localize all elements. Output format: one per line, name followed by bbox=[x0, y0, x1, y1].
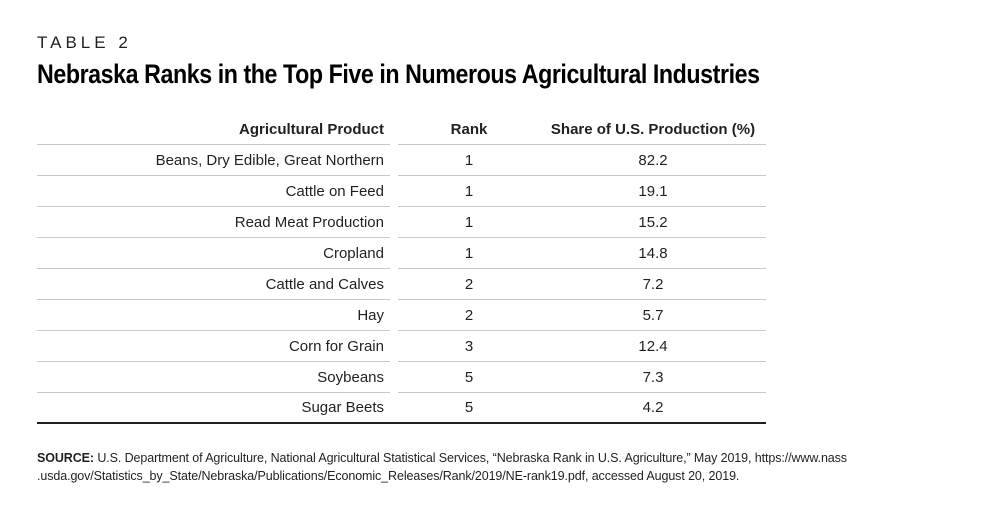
row-right-group: 3 12.4 bbox=[398, 331, 766, 362]
row-right-group: 5 7.3 bbox=[398, 362, 766, 393]
cell-product: Cattle on Feed bbox=[37, 176, 390, 207]
header-right-group: Rank Share of U.S. Production (%) bbox=[398, 115, 766, 145]
table-row: Cattle and Calves 2 7.2 bbox=[37, 269, 766, 300]
cell-share: 19.1 bbox=[638, 182, 668, 200]
table-row: Read Meat Production 1 15.2 bbox=[37, 207, 766, 238]
table-row: Hay 2 5.7 bbox=[37, 300, 766, 331]
cell-rank: 1 bbox=[464, 151, 474, 169]
cell-product: Beans, Dry Edible, Great Northern bbox=[37, 145, 390, 176]
cell-share: 7.2 bbox=[642, 275, 664, 293]
cell-rank: 2 bbox=[464, 275, 474, 293]
row-right-group: 2 7.2 bbox=[398, 269, 766, 300]
source-note: SOURCE: U.S. Department of Agriculture, … bbox=[37, 449, 963, 485]
cell-product: Cropland bbox=[37, 238, 390, 269]
table-row: Cropland 1 14.8 bbox=[37, 238, 766, 269]
cell-share: 12.4 bbox=[638, 337, 668, 355]
column-header-product: Agricultural Product bbox=[37, 115, 390, 145]
cell-rank: 1 bbox=[464, 182, 474, 200]
cell-share: 82.2 bbox=[638, 151, 668, 169]
cell-product: Sugar Beets bbox=[301, 399, 384, 416]
cell-rank: 1 bbox=[464, 213, 474, 231]
cell-rank: 3 bbox=[464, 337, 474, 355]
cell-share: 4.2 bbox=[642, 399, 664, 416]
source-line-2: .usda.gov/Statistics_by_State/Nebraska/P… bbox=[37, 469, 740, 483]
cell-product: Read Meat Production bbox=[37, 207, 390, 238]
table-row: Corn for Grain 3 12.4 bbox=[37, 331, 766, 362]
cell-product: Cattle and Calves bbox=[37, 269, 390, 300]
row-right-group: 2 5.7 bbox=[398, 300, 766, 331]
table-title: Nebraska Ranks in the Top Five in Numero… bbox=[37, 59, 760, 89]
row-right-group: 1 19.1 bbox=[398, 176, 766, 207]
row-right-group: 1 82.2 bbox=[398, 145, 766, 176]
cell-rank: 2 bbox=[464, 306, 474, 324]
table-row: Sugar Beets 5 4.2 bbox=[37, 393, 766, 424]
cell-product: Hay bbox=[37, 300, 390, 331]
report-table-figure: TABLE 2 Nebraska Ranks in the Top Five i… bbox=[37, 33, 963, 485]
cell-rank: 5 bbox=[464, 368, 474, 386]
table-row: Cattle on Feed 1 19.1 bbox=[37, 176, 766, 207]
cell-share: 14.8 bbox=[638, 244, 668, 262]
source-line-1: U.S. Department of Agriculture, National… bbox=[97, 451, 847, 465]
table-header-row: Agricultural Product Rank Share of U.S. … bbox=[37, 115, 766, 145]
table-row: Beans, Dry Edible, Great Northern 1 82.2 bbox=[37, 145, 766, 176]
row-right-group: 1 14.8 bbox=[398, 238, 766, 269]
cell-rank: 5 bbox=[464, 399, 474, 416]
cell-share: 15.2 bbox=[638, 213, 668, 231]
row-right-group: 5 4.2 bbox=[398, 393, 766, 422]
cell-rank: 1 bbox=[464, 244, 474, 262]
data-table: Agricultural Product Rank Share of U.S. … bbox=[37, 115, 766, 424]
row-right-group: 1 15.2 bbox=[398, 207, 766, 238]
column-header-share: Share of U.S. Production (%) bbox=[550, 121, 756, 138]
cell-product: Soybeans bbox=[37, 362, 390, 393]
table-row: Soybeans 5 7.3 bbox=[37, 362, 766, 393]
column-header-rank: Rank bbox=[450, 121, 488, 138]
table-label: TABLE 2 bbox=[37, 33, 132, 52]
source-label: SOURCE: bbox=[37, 451, 94, 465]
cell-product: Corn for Grain bbox=[37, 331, 390, 362]
cell-share: 5.7 bbox=[642, 306, 664, 324]
cell-share: 7.3 bbox=[642, 368, 664, 386]
